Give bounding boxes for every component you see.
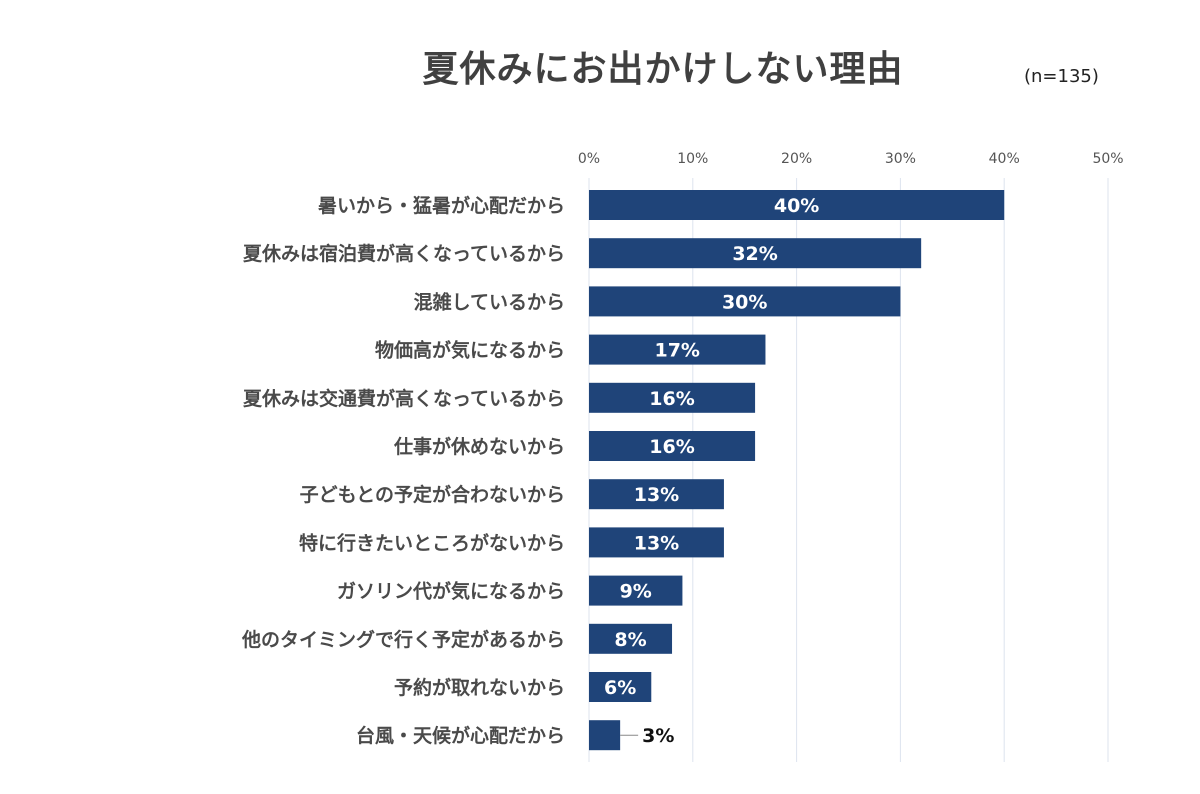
category-label: ガソリン代が気になるから	[337, 580, 565, 603]
x-tick-label: 0%	[578, 151, 600, 167]
bar	[589, 238, 922, 269]
value-label: 16%	[649, 436, 694, 458]
category-label: 混雑しているから	[414, 290, 565, 313]
category-label: 仕事が休めないから	[393, 435, 565, 458]
bar	[589, 720, 621, 751]
category-label: 台風・天候が心配だから	[356, 724, 565, 747]
bar	[589, 623, 673, 654]
bar	[589, 334, 766, 365]
x-tick-label: 10%	[677, 151, 708, 167]
sample-size-label: (n=135)	[1024, 66, 1099, 87]
value-label: 6%	[604, 677, 636, 699]
x-tick-label: 50%	[1092, 151, 1123, 167]
category-label: 予約が取れないから	[394, 676, 565, 699]
value-label: 40%	[774, 195, 819, 217]
value-label: 13%	[634, 532, 679, 554]
x-tick-label: 40%	[989, 151, 1020, 167]
category-label: 物価高が気になるから	[375, 339, 565, 362]
x-tick-label: 20%	[781, 151, 812, 167]
bar	[589, 672, 652, 702]
value-label: 17%	[654, 340, 699, 362]
bar	[589, 190, 1005, 220]
category-label: 暑いから・猛暑が心配だから	[318, 194, 565, 217]
bar	[589, 431, 756, 461]
category-label: 他のタイミングで行く予定があるから	[241, 628, 565, 651]
value-label: 13%	[634, 484, 679, 506]
value-label: 8%	[614, 629, 646, 651]
value-label: 16%	[649, 388, 694, 410]
bar	[589, 575, 683, 606]
bar	[589, 286, 901, 317]
value-label: 30%	[722, 291, 767, 313]
bar	[589, 527, 724, 558]
category-label: 夏休みは宿泊費が高くなっているから	[243, 242, 565, 265]
category-label: 子どもとの予定が合わないから	[300, 483, 565, 506]
value-label: 3%	[642, 725, 674, 747]
category-label: 夏休みは交通費が高くなっているから	[243, 387, 565, 410]
x-tick-label: 30%	[885, 151, 916, 167]
value-label: 9%	[620, 581, 652, 603]
chart-title: 夏休みにお出かけしない理由	[422, 49, 904, 90]
value-label: 32%	[732, 243, 777, 265]
bar	[589, 382, 756, 413]
category-label: 特に行きたいところがないから	[299, 531, 565, 554]
bar	[589, 479, 724, 510]
